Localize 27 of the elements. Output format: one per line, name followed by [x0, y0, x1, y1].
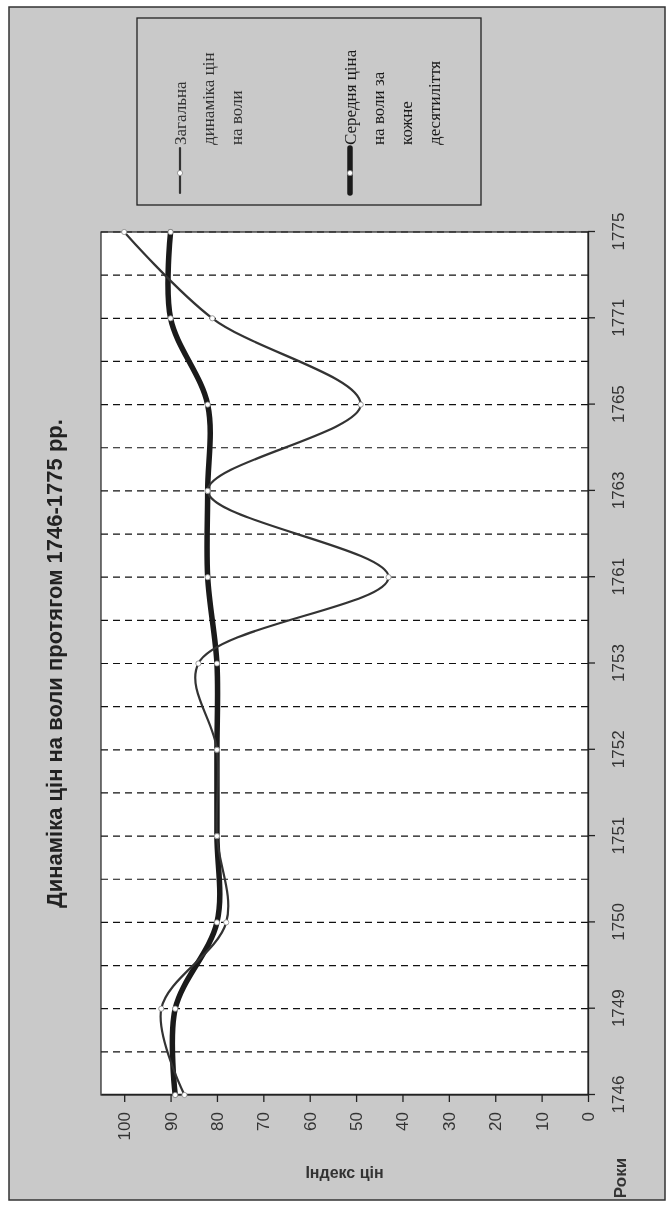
y-tick-label: 1751	[609, 816, 629, 855]
y-tick-label: 1749	[609, 989, 629, 1028]
y-tick-label: 1763	[609, 471, 629, 510]
y-tick-label: 1746	[609, 1075, 629, 1114]
y-tick-label: 1752	[609, 730, 629, 769]
x-tick-label: 80	[207, 1112, 227, 1131]
text: Середня ціна на воли за кожне десятиліття	[340, 49, 444, 145]
y-tick-label: 1750	[609, 902, 629, 941]
text: Динаміка цін на воли протягом 1746-1775 рр.	[42, 419, 67, 908]
y-axis-title: Роки	[611, 1157, 630, 1199]
x-tick-label: 50	[347, 1112, 367, 1131]
x-tick-label: 30	[439, 1112, 459, 1131]
text: Загальна динаміка цін на воли	[170, 52, 246, 145]
x-tick-label: 10	[532, 1112, 552, 1131]
y-tick-label: 1753	[609, 644, 629, 682]
x-tick-label: 70	[254, 1112, 274, 1131]
y-tick-label: 1765	[609, 385, 629, 424]
y-tick-label: 1775	[609, 212, 629, 251]
x-axis-title: Індекс цін	[305, 1163, 384, 1181]
x-tick-label: 40	[393, 1112, 413, 1131]
x-tick-label: 0	[578, 1112, 598, 1122]
x-tick-label: 100	[115, 1112, 135, 1141]
y-tick-label: 1761	[609, 557, 629, 596]
x-tick-label: 20	[486, 1112, 506, 1131]
y-tick-label: 1771	[609, 298, 629, 337]
x-tick-label: 90	[161, 1112, 181, 1131]
x-tick-label: 60	[300, 1112, 320, 1131]
